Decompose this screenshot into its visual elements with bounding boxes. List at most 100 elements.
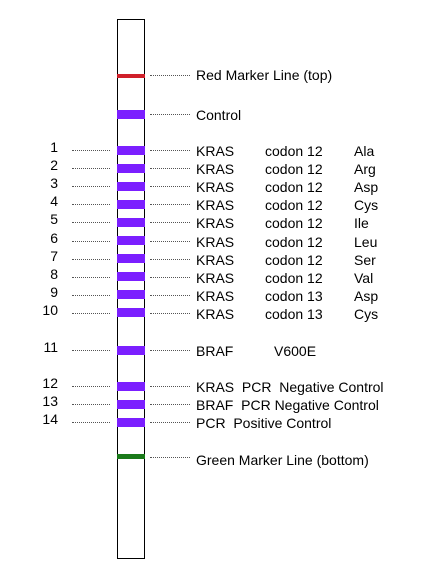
control-leader [150,114,190,115]
red-marker-leader [150,75,190,76]
band-number: 11 [43,339,58,355]
pcr-control-label: PCR Positive Control [196,415,332,431]
left-leader [72,222,110,224]
probe-band [117,163,145,173]
left-leader [72,186,110,188]
right-leader [150,294,190,296]
left-leader [72,168,110,170]
left-leader [72,294,110,296]
left-leader [72,404,110,405]
band-number: 8 [50,265,58,282]
band-number: 12 [42,375,58,391]
braf-gene: BRAF [196,343,234,359]
probe-amino-acid: Ile [354,215,369,232]
probe-gene: KRAS [196,179,235,196]
red-marker-line [117,74,145,78]
left-leader [72,386,110,387]
probe-gene: KRAS [196,233,235,250]
probe-gene: KRAS [196,305,235,322]
probe-gene: KRAS [196,161,235,178]
probe-amino-acid: Cys [354,197,379,214]
green-marker-label: Green Marker Line (bottom) [196,452,369,468]
braf-variant: V600E [274,343,317,359]
band-number: 2 [50,157,58,174]
band-number: 10 [42,301,58,318]
probe-amino-acid: Asp [354,179,379,196]
pcr-control-label: BRAF PCR Negative Control [196,397,379,413]
probe-gene: KRAS [196,251,235,268]
left-leader [72,276,110,278]
right-leader [150,404,190,405]
control-band [117,110,145,119]
right-leader [150,168,190,170]
right-leader [150,422,190,423]
braf-band [117,345,145,355]
test-strip [117,19,145,559]
probe-band [117,217,145,227]
probe-band [117,181,145,191]
probe-gene: KRAS [196,215,235,232]
probe-codon: codon 12 [265,233,323,250]
left-leader [72,312,110,314]
left-leader [72,258,110,260]
pcr-control-band [117,399,145,409]
probe-codon: codon 12 [265,143,323,159]
right-leader [150,386,190,387]
probe-codon: codon 12 [265,161,323,178]
band-number: 5 [50,211,58,228]
green-marker-line [117,454,145,459]
probe-codon: codon 12 [265,251,323,268]
probe-codon: codon 12 [265,215,323,232]
probe-band [117,199,145,209]
band-number: 3 [50,175,58,192]
probe-codon: codon 12 [265,179,323,196]
pcr-control-label: KRAS PCR Negative Control [196,379,384,395]
probe-amino-acid: Ser [354,251,376,268]
probe-band [117,236,145,245]
green-marker-leader [150,457,190,458]
right-leader [150,204,190,206]
right-leader [150,222,190,224]
probe-gene: KRAS [196,269,235,286]
probe-codon: codon 12 [265,197,323,214]
band-number: 7 [50,247,58,264]
band-number: 1 [50,139,58,155]
control-label: Control [196,107,242,123]
right-leader [150,240,190,242]
band-number: 6 [50,229,58,246]
left-leader [72,422,110,423]
right-leader [150,312,190,314]
probe-band [117,308,145,318]
probe-codon: codon 13 [265,287,323,304]
right-leader [150,276,190,278]
probe-band [117,290,145,300]
pcr-control-band [117,381,145,391]
right-leader [150,258,190,260]
probe-amino-acid: Leu [354,233,378,250]
left-leader [72,350,110,351]
right-leader [150,186,190,188]
band-number: 13 [42,393,58,409]
probe-amino-acid: Asp [354,287,379,304]
left-leader [72,150,110,151]
red-marker-label: Red Marker Line (top) [196,67,333,83]
right-leader [150,150,190,151]
band-number: 9 [50,283,58,300]
pcr-control-band [117,417,145,427]
probe-band [117,272,145,282]
probe-band [117,145,145,155]
right-leader [150,350,190,351]
probe-gene: KRAS [196,287,235,304]
left-leader [72,204,110,206]
left-leader [72,240,110,242]
probe-band [117,254,145,264]
probe-gene: KRAS [196,143,235,159]
band-number: 14 [42,411,58,427]
probe-amino-acid: Ala [354,143,375,159]
probe-amino-acid: Cys [354,305,379,322]
probe-codon: codon 12 [265,269,323,286]
probe-amino-acid: Val [354,269,374,286]
band-number: 4 [50,193,58,210]
probe-codon: codon 13 [265,305,323,322]
probe-amino-acid: Arg [354,161,376,178]
